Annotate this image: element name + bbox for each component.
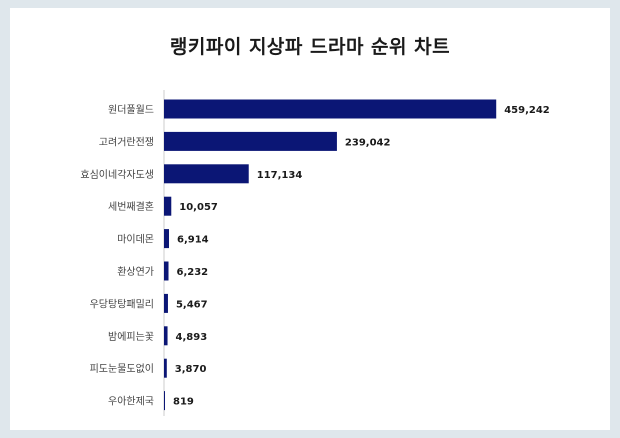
category-label: 원더풀월드: [108, 104, 154, 116]
data-label: 459,242: [504, 105, 550, 116]
category-label: 효심이네각자도생: [80, 169, 154, 181]
bar-chart: 원더풀월드 459,242 고려거란전쟁 239,042 효심이네각자도생 117,134…: [80, 90, 550, 416]
chart-card: 랭키파이 지상파 드라마 순위 차트 원더풀월드 459,242 고려거란전쟁 239…: [10, 8, 610, 430]
bar: [164, 164, 249, 184]
bar: [164, 326, 168, 346]
bar: [164, 358, 167, 378]
category-label: 밤에피는꽃: [108, 331, 154, 343]
data-label: 6,232: [177, 267, 209, 278]
category-label: 우아한제국: [108, 396, 154, 408]
data-label: 3,870: [175, 364, 207, 375]
data-label: 819: [173, 397, 194, 408]
bar: [164, 261, 169, 281]
category-label: 환상연가: [117, 266, 154, 278]
data-label: 239,042: [345, 137, 391, 148]
category-label: 세번째결혼: [108, 200, 154, 213]
bar: [164, 131, 337, 151]
category-label: 고려거란전쟁: [99, 136, 154, 148]
data-label: 117,134: [257, 170, 303, 181]
data-label: 10,057: [179, 202, 218, 213]
bar: [164, 391, 165, 411]
category-label: 마이데몬: [117, 234, 154, 246]
data-label: 5,467: [176, 299, 208, 310]
data-label: 6,914: [177, 235, 209, 246]
bar: [164, 293, 168, 313]
bar: [164, 196, 172, 216]
category-label: 피도눈물도없이: [90, 362, 154, 375]
chart-title: 랭키파이 지상파 드라마 순위 차트: [169, 36, 451, 58]
data-label: 4,893: [176, 332, 208, 343]
bar: [164, 229, 170, 249]
category-label: 우당탕탕패밀리: [90, 298, 154, 310]
bar: [164, 99, 497, 119]
